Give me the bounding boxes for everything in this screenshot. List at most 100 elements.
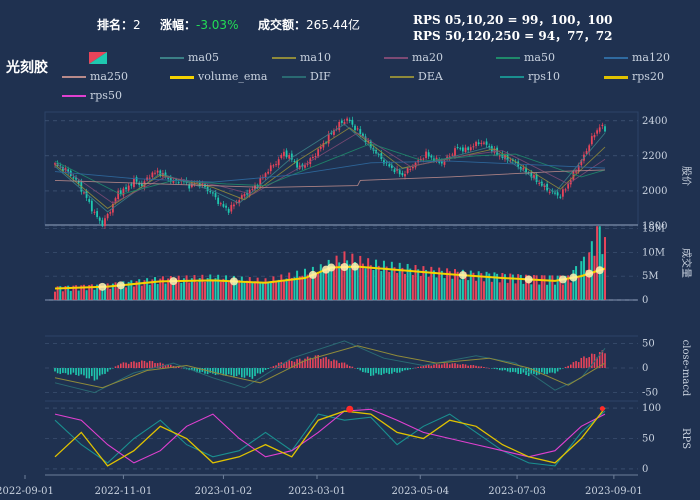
volume-bar [469,270,472,300]
macd-hist-bar [117,365,119,368]
macd-hist-bar [288,360,291,368]
legend-swatch [500,76,524,78]
candle-body [398,170,401,175]
volume-bar [227,281,230,300]
candle-body [593,134,596,138]
macd-hist-bar [406,368,409,371]
candle-body [106,213,109,219]
volume-bar [464,272,467,300]
candle-body [459,148,462,150]
volume-tick-label: 5M [642,271,659,282]
candle-body [264,173,267,178]
legend-swatch [496,57,520,59]
macd-hist-bar [401,368,404,372]
legend-item-rps20: rps20 [604,70,664,83]
volume-bar [306,274,309,300]
macd-hist-bar [596,357,598,368]
macd-hist-bar [233,368,235,377]
macd-hist-bar [372,368,375,376]
volume-bar [148,284,151,300]
macd-hist-bar [583,356,585,368]
volume-bar [82,284,85,300]
macd-hist-bar [562,368,564,369]
volume-bar [285,278,288,300]
volume-bar [332,267,335,300]
volume-bar [356,266,359,300]
macd-hist-bar [488,368,491,369]
macd-hist-bar [351,366,354,368]
volume-bar [288,272,291,300]
candle-body [401,173,404,176]
macd-hist-bar [398,368,401,373]
macd-hist-bar [454,363,456,368]
candle-body [598,127,601,132]
volume-bar [504,274,506,300]
volume-bar [254,281,256,300]
candle-body [327,133,330,144]
macd-hist-bar [356,368,359,369]
volume-ylabel: 成交量 [680,248,693,278]
volume-bar [340,264,343,300]
legend-item-rps10: rps10 [500,70,560,83]
volume-bar [204,281,206,300]
candle-body [422,158,425,160]
macd-hist-bar [219,368,222,374]
volume-bar [440,270,443,300]
volume-bar [214,278,217,300]
volume-bar [277,279,280,300]
macd-hist-bar [135,362,138,368]
candle-body [461,147,464,152]
volume-bar [388,272,391,300]
candle-body [601,124,604,126]
volume-bar [575,266,578,300]
legend-item-ma120: ma120 [604,51,670,64]
macd-hist-bar [54,368,56,372]
volume-bar [354,261,356,300]
candle-body [522,167,525,170]
candle-body [251,188,254,190]
candle-body [469,147,472,151]
macd-hist-bar [325,356,327,368]
volume-bar [177,275,180,300]
volume-bar [301,275,304,300]
volume-bar [140,285,143,300]
candle-body [519,166,522,170]
volume-bar [219,281,222,300]
volume-bar [472,272,475,300]
macd-hist-bar [141,360,143,368]
macd-hist-bar [522,368,525,373]
volume-bar [167,278,170,300]
macd-hist-bar [572,362,575,368]
candle-body [280,154,283,158]
candle-body [425,151,427,159]
rps10-line [54,410,606,467]
volume-bar [448,271,451,300]
macd-hist-bar [362,368,364,373]
macd-hist-bar [446,363,448,368]
volume-bar [106,283,109,300]
candle-body [154,172,156,174]
macd-hist-bar [448,364,451,368]
candle-body [390,164,393,168]
volume-bar [201,274,204,300]
macd-hist-bar [133,361,135,368]
legend-label: ma120 [632,51,670,64]
candle-body [530,172,533,178]
candle-body [90,200,93,212]
volume-bar [569,282,572,300]
volume-bar [427,276,430,300]
volume-bar [325,270,328,300]
macd-hist-bar [451,363,454,368]
macd-hist-bar [493,368,496,369]
price-panel-frame [44,111,639,226]
volume-bar [225,275,228,300]
volume-bar [259,283,262,300]
candle-body [238,200,241,204]
volume-spike-marker [98,282,107,291]
candle-body [406,168,409,174]
candle-body [346,118,349,121]
candle-body [193,183,196,185]
volume-bar [209,274,212,300]
macd-hist-bar [143,360,146,368]
candle-body [135,177,138,182]
